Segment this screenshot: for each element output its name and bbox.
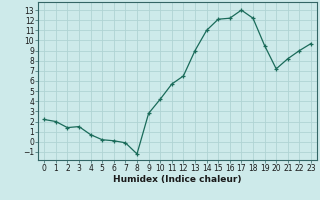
X-axis label: Humidex (Indice chaleur): Humidex (Indice chaleur) — [113, 175, 242, 184]
